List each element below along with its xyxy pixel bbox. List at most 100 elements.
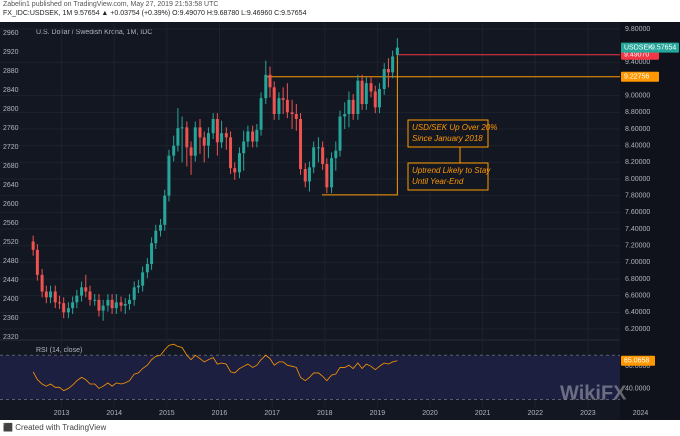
candle-body [202, 137, 206, 146]
y2-tick-label: 2480 [3, 258, 19, 265]
candle-body [176, 128, 180, 146]
x-tick-label: 2024 [633, 410, 649, 417]
watermark: WikiFX [560, 382, 627, 404]
last-price-label: 9.57654 [651, 44, 676, 51]
y-tick-label: 7.60000 [625, 209, 650, 216]
candle-body [224, 133, 228, 138]
candle-body [75, 295, 79, 303]
rsi-tick-label: 60.0000 [625, 363, 650, 370]
candle-body [35, 249, 39, 275]
candle-body [114, 302, 118, 309]
y2-tick-label: 2600 [3, 201, 19, 208]
level-label: 9.22756 [624, 74, 649, 81]
y-tick-label: 9.40000 [625, 59, 650, 66]
header: Zabelin1 published on TradingView.com, M… [0, 0, 680, 22]
candle-body [382, 69, 386, 89]
x-tick-label: 2023 [580, 410, 596, 417]
y-tick-label: 8.80000 [625, 109, 650, 116]
candle-body [364, 83, 368, 104]
y2-tick-label: 2360 [3, 315, 19, 322]
candle-body [259, 98, 263, 130]
candle-body [189, 147, 193, 156]
candle-body [127, 299, 131, 304]
y2-tick-label: 2960 [3, 30, 19, 37]
candle-body [351, 99, 355, 114]
candle-body [136, 285, 140, 288]
annotation-box [407, 162, 489, 191]
candle-body [84, 287, 88, 292]
x-tick-label: 2013 [54, 410, 70, 417]
y-tick-label: 8.40000 [625, 143, 650, 150]
candle-body [172, 145, 176, 156]
chart: U.S. Dollar / Swedish Krona, 1M, IDC 201… [0, 22, 680, 420]
candle-body [377, 89, 381, 108]
y-tick-label: 7.00000 [625, 259, 650, 266]
candle-body [40, 274, 44, 292]
x-tick-label: 2021 [475, 410, 491, 417]
candle-body [285, 99, 289, 113]
candle-body [49, 291, 53, 298]
chart-title: U.S. Dollar / Swedish Krona, 1M, IDC [36, 29, 152, 36]
candle-body [386, 69, 390, 73]
candle-body [272, 87, 276, 114]
candle-body [233, 168, 237, 173]
footer-text: Created with TradingView [15, 423, 107, 432]
candle-body [294, 114, 298, 119]
candle-body [215, 119, 219, 143]
y2-tick-label: 2640 [3, 182, 19, 189]
candle-body [110, 299, 114, 309]
candle-body [391, 56, 395, 73]
candle-body [268, 74, 272, 88]
candle-body [229, 137, 233, 169]
y-tick-label: 6.80000 [625, 276, 650, 283]
candle-body [66, 308, 70, 313]
candle-body [255, 129, 259, 142]
candle-body [159, 224, 163, 231]
rsi-last-label: 65.0658 [624, 358, 649, 365]
candle-body [80, 287, 84, 296]
x-tick-label: 2022 [527, 410, 543, 417]
x-tick-label: 2020 [422, 410, 438, 417]
x-tick-label: 2017 [264, 410, 280, 417]
candle-body [132, 287, 136, 300]
price-axis-panel [620, 22, 680, 420]
candle-body [44, 291, 48, 298]
candle-body [141, 272, 145, 286]
y-tick-label: 8.00000 [625, 176, 650, 183]
annotation-text: Until Year-End [412, 177, 464, 186]
candle-body [57, 302, 61, 304]
candle-body [119, 302, 123, 306]
rsi-last-tag [621, 355, 655, 366]
chart-background [0, 22, 680, 420]
published-line: Zabelin1 published on TradingView.com, M… [3, 1, 219, 8]
candle-body [242, 141, 246, 154]
x-tick-label: 2016 [212, 410, 228, 417]
candle-body [281, 98, 285, 100]
rsi-tick-label: 40.0000 [625, 385, 650, 392]
x-tick-label: 2014 [106, 410, 122, 417]
candle-body [369, 83, 373, 92]
candle-body [31, 241, 35, 250]
candle-body [338, 116, 342, 151]
y-tick-label: 6.20000 [625, 326, 650, 333]
candle-body [101, 305, 105, 311]
footer: ⬛ Created with TradingView [3, 423, 107, 432]
candle-body [303, 169, 307, 182]
y-tick-label: 7.80000 [625, 193, 650, 200]
y-tick-label: 9.80000 [625, 26, 650, 33]
y2-tick-label: 2560 [3, 220, 19, 227]
candle-body [356, 80, 360, 114]
x-tick-label: 2019 [370, 410, 386, 417]
y2-tick-label: 2920 [3, 49, 19, 56]
y-tick-label: 7.20000 [625, 243, 650, 250]
y2-tick-label: 2720 [3, 144, 19, 151]
y-tick-label: 8.60000 [625, 126, 650, 133]
candle-body [167, 155, 171, 196]
y2-tick-label: 2680 [3, 163, 19, 170]
annotation-text: Since January 2018 [412, 134, 483, 143]
annotation-text: USD/SEK Up Over 20% [412, 123, 497, 132]
x-tick-label: 2015 [159, 410, 175, 417]
y2-tick-label: 2320 [3, 334, 19, 341]
candle-body [206, 133, 210, 146]
candle-body [343, 114, 347, 117]
